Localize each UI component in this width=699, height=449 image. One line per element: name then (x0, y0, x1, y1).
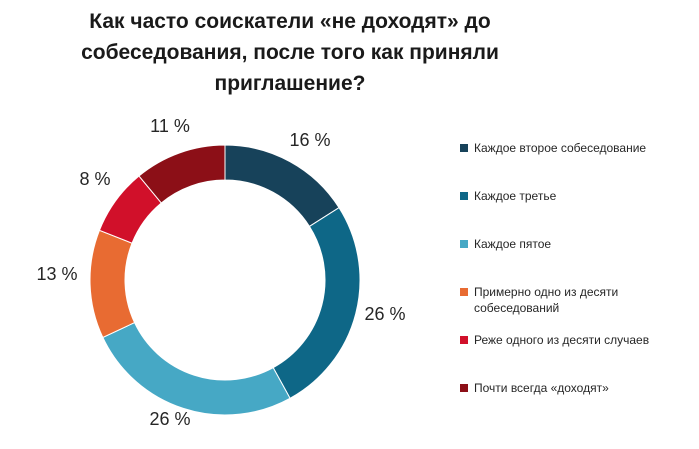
legend-label-5: Реже одного из десяти случаев (474, 333, 650, 347)
legend-swatch-3 (460, 240, 468, 248)
legend-label-3: Каждое пятое (474, 237, 552, 251)
legend-swatch-2 (460, 192, 468, 200)
chart-title-line-1: Как часто соискатели «не доходят» до (89, 10, 491, 33)
donut-slice-1 (224, 144, 340, 228)
data-label-2: 26 % (364, 304, 405, 324)
legend-swatch-1 (460, 144, 468, 152)
legend-swatch-5 (460, 336, 468, 344)
legend-swatch-6 (460, 384, 468, 392)
legend-label-4: Примерно одно из десяти собеседований (474, 285, 619, 315)
chart-title: Как часто соискатели «не доходят» до соб… (60, 6, 520, 99)
legend-swatch-4 (460, 288, 468, 296)
legend-label-6: Почти всегда «доходят» (474, 381, 609, 395)
data-label-1: 16 % (289, 130, 330, 150)
data-label-6: 11 % (150, 116, 190, 136)
chart-title-line-2: собеседования, после того как приняли (81, 41, 499, 64)
data-label-4: 13 % (36, 264, 77, 284)
donut-slice-4 (89, 229, 136, 339)
data-label-5: 8 % (79, 169, 110, 189)
chart-title-line-3: приглашение? (214, 72, 366, 95)
donut-slice-2 (272, 206, 361, 399)
legend-label-2: Каждое третье (474, 189, 557, 203)
donut-slices (89, 144, 361, 416)
donut-labels: 16 % 26 % 26 % 13 % 8 % 11 % (36, 116, 405, 429)
donut-slice-3 (102, 321, 291, 416)
donut-slice-6 (138, 144, 226, 204)
data-label-3: 26 % (149, 409, 190, 429)
legend-label-1: Каждое второе собеседование (474, 141, 647, 155)
